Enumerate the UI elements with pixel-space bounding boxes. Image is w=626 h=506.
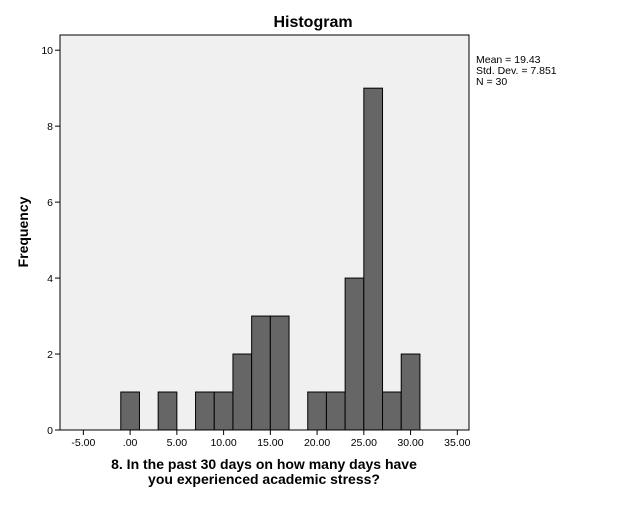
y-axis-label: Frequency [15,196,31,267]
x-tick-label-4: 15.00 [257,437,283,449]
x-tick-label-7: 30.00 [397,437,423,449]
histogram-bar-3 [213,391,234,431]
x-axis-label-line-1: 8. In the past 30 days on how many days … [111,456,417,472]
histogram-bar-8 [325,391,346,431]
stats-mean: Mean = 19.43 [476,54,541,66]
histogram-bar-2 [195,391,215,431]
x-tick-label-8: 35.00 [444,437,470,449]
x-tick-label-2: 5.00 [167,437,188,449]
x-axis-label-line-2: you experienced academic stress? [148,471,380,487]
y-tick-label-2: 4 [47,273,53,285]
x-tick-label-3: 10.00 [210,437,236,449]
chart-title: Histogram [273,14,352,31]
histogram-bar-1 [157,391,178,431]
axes-group: 0 2 4 6 8 10 -5.00 .00 5.00 10.00 15.00 20.00 25.00 3… [41,45,470,449]
histogram-bar-5 [251,315,271,431]
y-tick-label-4: 8 [47,121,53,133]
y-tick-label-0: 0 [47,425,53,437]
histogram-bar-0 [120,391,140,431]
y-tick-label-3: 6 [47,197,53,209]
x-tick-label-5: 20.00 [304,437,330,449]
y-tick-label-1: 2 [47,349,53,361]
histogram-bar-11 [382,391,402,431]
histogram-bar-10 [363,87,384,431]
histogram-bar-9 [344,277,365,431]
y-tick-label-5: 10 [41,45,53,57]
x-tick-label-1: .00 [123,437,138,449]
histogram-bar-7 [307,391,327,431]
bars-group [120,87,421,431]
stats-n: N = 30 [476,76,507,88]
histogram-bar-4 [232,353,253,431]
x-tick-label-6: 25.00 [351,437,377,449]
histogram-bar-12 [400,353,421,431]
x-tick-label-0: -5.00 [71,437,95,449]
histogram-bar-6 [269,315,290,431]
stats-std-dev: Std. Dev. = 7.851 [476,65,557,77]
